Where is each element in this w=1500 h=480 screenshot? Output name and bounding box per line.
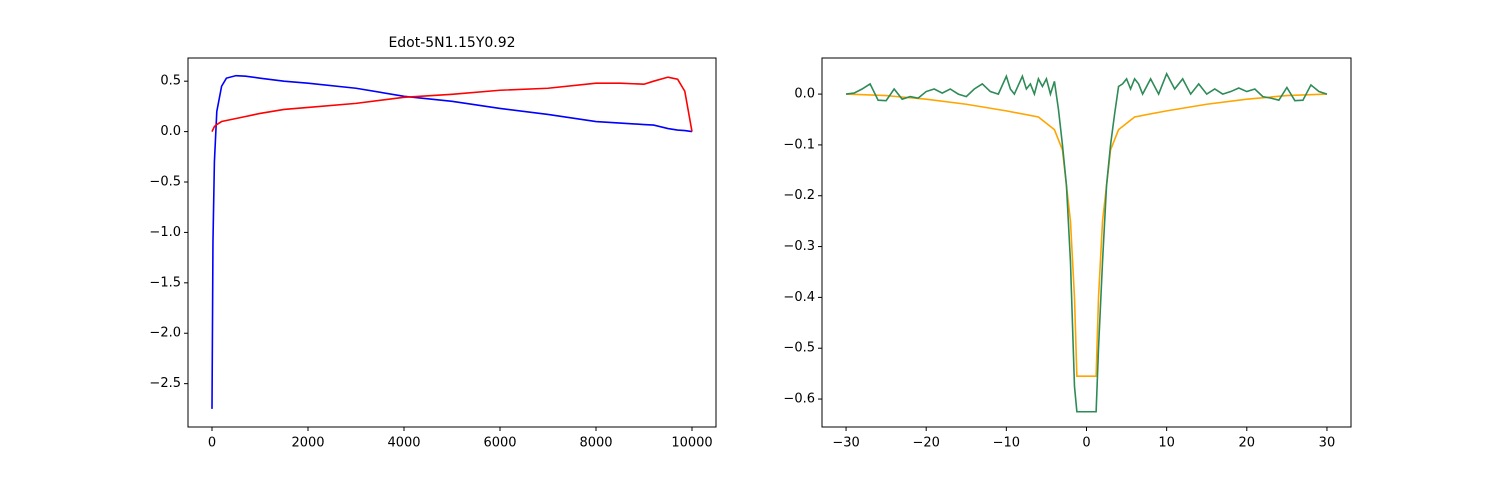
x-tick-label: −20 [912,436,939,451]
y-tick-label: 0.0 [160,124,181,139]
y-tick-label: −1.0 [149,225,181,240]
series-line [845,71,1328,413]
y-tick-label: −0.3 [783,239,815,254]
x-tick-label: 10000 [671,436,712,451]
y-tick-label: 0.0 [794,87,815,102]
y-tick-label: −1.5 [149,275,181,290]
y-tick-label: −0.4 [783,290,815,305]
y-tick-label: −2.5 [149,376,181,391]
y-tick-label: −0.1 [783,137,815,152]
x-tick-label: −30 [832,436,859,451]
y-tick-label: −0.5 [149,175,181,190]
x-tick-label: 30 [1319,436,1336,451]
y-tick-label: −0.5 [783,341,815,356]
axes-frame [187,57,717,428]
series-line [211,74,693,409]
x-tick-label: 10 [1158,436,1175,451]
y-tick-label: 0.5 [160,74,181,89]
x-tick-label: 20 [1239,436,1256,451]
y-tick-label: −0.6 [783,392,815,407]
x-tick-label: 6000 [483,436,516,451]
series-line [846,93,1327,377]
x-tick-label: 2000 [291,436,324,451]
x-tick-label: 0 [1082,436,1090,451]
x-tick-label: 0 [208,436,216,451]
x-tick-label: −10 [993,436,1020,451]
axes-frame [821,57,1352,428]
series-line [211,76,693,132]
chart-title: Edot-5N1.15Y0.92 [388,35,515,51]
y-tick-label: −2.0 [149,326,181,341]
x-tick-label: 8000 [579,436,612,451]
x-tick-label: 4000 [387,436,420,451]
y-tick-label: −0.2 [783,188,815,203]
